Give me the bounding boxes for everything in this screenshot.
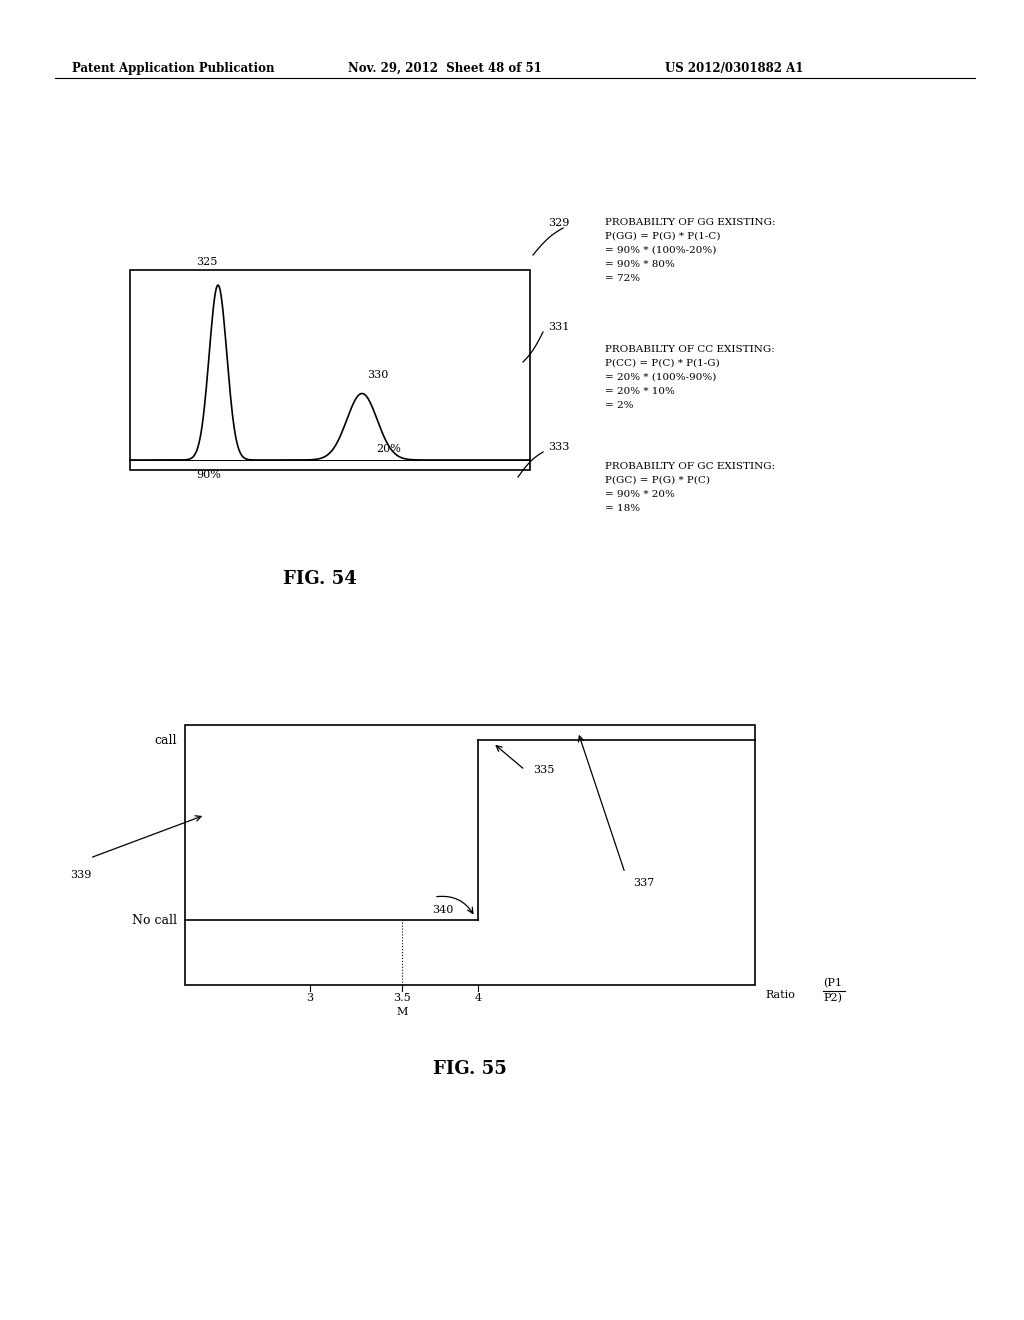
Text: PROBABILTY OF CC EXISTING:: PROBABILTY OF CC EXISTING: bbox=[605, 345, 775, 354]
Text: 331: 331 bbox=[548, 322, 569, 333]
Bar bbox=[130, 271, 530, 470]
Text: = 20% * (100%-90%): = 20% * (100%-90%) bbox=[605, 374, 717, 381]
Text: = 2%: = 2% bbox=[605, 401, 634, 411]
Text: 325: 325 bbox=[196, 257, 217, 267]
Text: 337: 337 bbox=[633, 878, 654, 888]
Text: 3: 3 bbox=[306, 993, 313, 1003]
Text: = 20% * 10%: = 20% * 10% bbox=[605, 387, 675, 396]
Text: call: call bbox=[155, 734, 177, 747]
Text: US 2012/0301882 A1: US 2012/0301882 A1 bbox=[665, 62, 804, 75]
Text: Patent Application Publication: Patent Application Publication bbox=[72, 62, 274, 75]
Text: (P1: (P1 bbox=[823, 978, 842, 987]
Text: M: M bbox=[396, 1007, 408, 1016]
Text: P2): P2) bbox=[823, 993, 842, 1003]
Text: = 18%: = 18% bbox=[605, 504, 640, 513]
Text: PROBABILTY OF GG EXISTING:: PROBABILTY OF GG EXISTING: bbox=[605, 218, 775, 227]
Text: 90%: 90% bbox=[196, 470, 221, 480]
Text: 329: 329 bbox=[548, 218, 569, 228]
Text: P(GG) = P(G) * P(1-C): P(GG) = P(G) * P(1-C) bbox=[605, 232, 721, 242]
Text: = 90% * 20%: = 90% * 20% bbox=[605, 490, 675, 499]
Bar bbox=[185, 725, 755, 985]
Text: 20%: 20% bbox=[376, 444, 400, 454]
Text: P(CC) = P(C) * P(1-G): P(CC) = P(C) * P(1-G) bbox=[605, 359, 720, 368]
Text: FIG. 54: FIG. 54 bbox=[283, 570, 357, 587]
Text: 335: 335 bbox=[534, 766, 554, 775]
Text: 339: 339 bbox=[70, 870, 91, 880]
Text: No call: No call bbox=[132, 913, 177, 927]
Text: 340: 340 bbox=[432, 906, 454, 915]
Text: 333: 333 bbox=[548, 442, 569, 451]
Text: 4: 4 bbox=[474, 993, 481, 1003]
Text: Ratio: Ratio bbox=[765, 990, 795, 1001]
Text: = 72%: = 72% bbox=[605, 275, 640, 282]
Text: 3.5: 3.5 bbox=[393, 993, 411, 1003]
Text: Nov. 29, 2012  Sheet 48 of 51: Nov. 29, 2012 Sheet 48 of 51 bbox=[348, 62, 542, 75]
Text: 330: 330 bbox=[367, 370, 388, 380]
Text: PROBABILTY OF GC EXISTING:: PROBABILTY OF GC EXISTING: bbox=[605, 462, 775, 471]
Text: FIG. 55: FIG. 55 bbox=[433, 1060, 507, 1078]
Text: = 90% * (100%-20%): = 90% * (100%-20%) bbox=[605, 246, 717, 255]
Text: = 90% * 80%: = 90% * 80% bbox=[605, 260, 675, 269]
Text: P(GC) = P(G) * P(C): P(GC) = P(G) * P(C) bbox=[605, 477, 710, 484]
